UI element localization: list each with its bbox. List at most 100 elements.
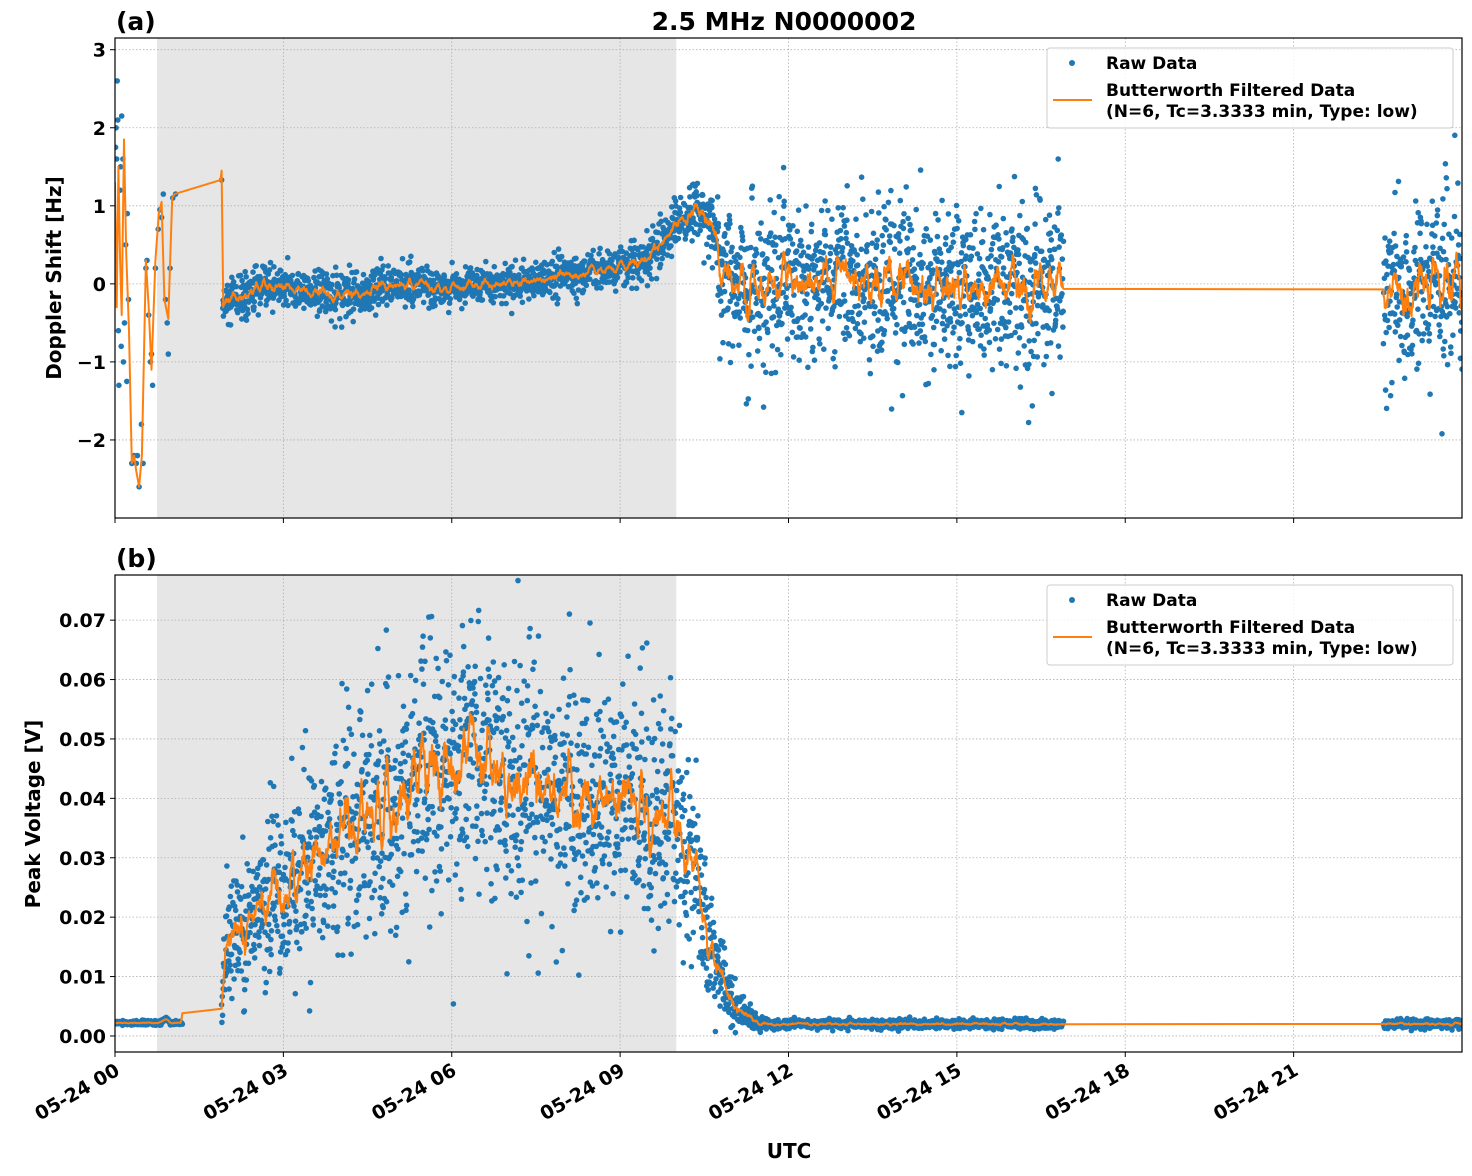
raw-data-point — [933, 211, 939, 217]
raw-data-point — [977, 256, 983, 262]
raw-data-point — [963, 312, 969, 318]
raw-data-point — [686, 936, 692, 942]
raw-data-point — [331, 903, 337, 909]
raw-data-point — [722, 231, 728, 237]
raw-data-point — [652, 757, 658, 763]
raw-data-point — [883, 217, 889, 223]
raw-data-point — [412, 698, 418, 704]
raw-data-point — [1049, 257, 1055, 263]
raw-data-point — [312, 878, 318, 884]
raw-data-point — [832, 364, 838, 370]
raw-data-point — [781, 199, 787, 205]
raw-data-point — [658, 840, 664, 846]
raw-data-point — [702, 861, 708, 867]
raw-data-point — [701, 260, 707, 266]
raw-data-point — [598, 835, 604, 841]
raw-data-point — [491, 300, 497, 306]
raw-data-point — [898, 198, 904, 204]
raw-data-point — [426, 827, 432, 833]
raw-data-point — [595, 895, 601, 901]
raw-data-point — [542, 839, 548, 845]
raw-data-point — [361, 272, 367, 278]
raw-data-point — [556, 707, 562, 713]
raw-data-point — [623, 817, 629, 823]
raw-data-point — [318, 814, 324, 820]
raw-data-point — [545, 767, 551, 773]
raw-data-point — [931, 367, 937, 373]
raw-data-point — [282, 865, 288, 871]
raw-data-point — [881, 204, 887, 210]
raw-data-point — [1004, 242, 1010, 248]
raw-data-point — [938, 348, 944, 354]
raw-data-point — [988, 253, 994, 259]
raw-data-point — [119, 113, 125, 119]
raw-data-point — [332, 324, 338, 330]
raw-data-point — [909, 227, 915, 233]
raw-data-point — [390, 882, 396, 888]
raw-data-point — [339, 681, 345, 687]
raw-data-point — [454, 271, 460, 277]
raw-data-point — [859, 174, 865, 180]
raw-data-point — [421, 300, 427, 306]
raw-data-point — [748, 1001, 754, 1007]
raw-data-point — [525, 698, 531, 704]
raw-data-point — [1033, 186, 1039, 192]
raw-data-point — [325, 923, 331, 929]
raw-data-point — [480, 833, 486, 839]
raw-data-point — [879, 233, 885, 239]
raw-data-point — [406, 959, 412, 965]
raw-data-point — [881, 242, 887, 248]
raw-data-point — [521, 678, 527, 684]
raw-data-point — [676, 922, 682, 928]
raw-data-point — [976, 271, 982, 277]
raw-data-point — [959, 410, 965, 416]
raw-data-point — [349, 732, 355, 738]
raw-data-point — [506, 686, 512, 692]
raw-data-point — [243, 274, 249, 280]
raw-data-point — [710, 985, 716, 991]
raw-data-point — [377, 728, 383, 734]
raw-data-point — [1055, 210, 1061, 216]
raw-data-point — [1426, 322, 1432, 328]
raw-data-point — [420, 633, 426, 639]
raw-data-point — [256, 934, 262, 940]
raw-data-point — [517, 766, 523, 772]
raw-data-point — [356, 892, 362, 898]
raw-data-point — [1402, 376, 1408, 382]
raw-data-point — [1425, 263, 1431, 269]
raw-data-point — [722, 945, 728, 951]
raw-data-point — [244, 861, 250, 867]
raw-data-point — [398, 869, 404, 875]
raw-data-point — [1410, 317, 1416, 323]
raw-data-point — [1444, 186, 1450, 192]
raw-data-point — [365, 758, 371, 764]
raw-data-point — [438, 868, 444, 874]
raw-data-point — [404, 726, 410, 732]
raw-data-point — [1404, 249, 1410, 255]
raw-data-point — [271, 264, 277, 270]
raw-data-point — [506, 863, 512, 869]
raw-data-point — [716, 947, 722, 953]
raw-data-point — [820, 318, 826, 324]
raw-data-point — [622, 825, 628, 831]
raw-data-point — [480, 297, 486, 303]
raw-data-point — [385, 747, 391, 753]
raw-data-point — [740, 238, 746, 244]
raw-data-point — [1403, 240, 1409, 246]
raw-data-point — [515, 855, 521, 861]
raw-data-point — [414, 869, 420, 875]
raw-data-point — [364, 839, 370, 845]
raw-data-point — [1056, 343, 1062, 349]
raw-data-point — [303, 728, 309, 734]
raw-data-point — [285, 940, 291, 946]
raw-data-point — [871, 231, 877, 237]
raw-data-point — [584, 716, 590, 722]
raw-data-point — [479, 828, 485, 834]
raw-data-point — [589, 851, 595, 857]
raw-data-point — [257, 943, 263, 949]
raw-data-point — [1055, 228, 1061, 234]
raw-data-point — [1419, 221, 1425, 227]
raw-data-point — [918, 328, 924, 334]
raw-data-point — [533, 878, 539, 884]
raw-data-point — [1391, 231, 1397, 237]
